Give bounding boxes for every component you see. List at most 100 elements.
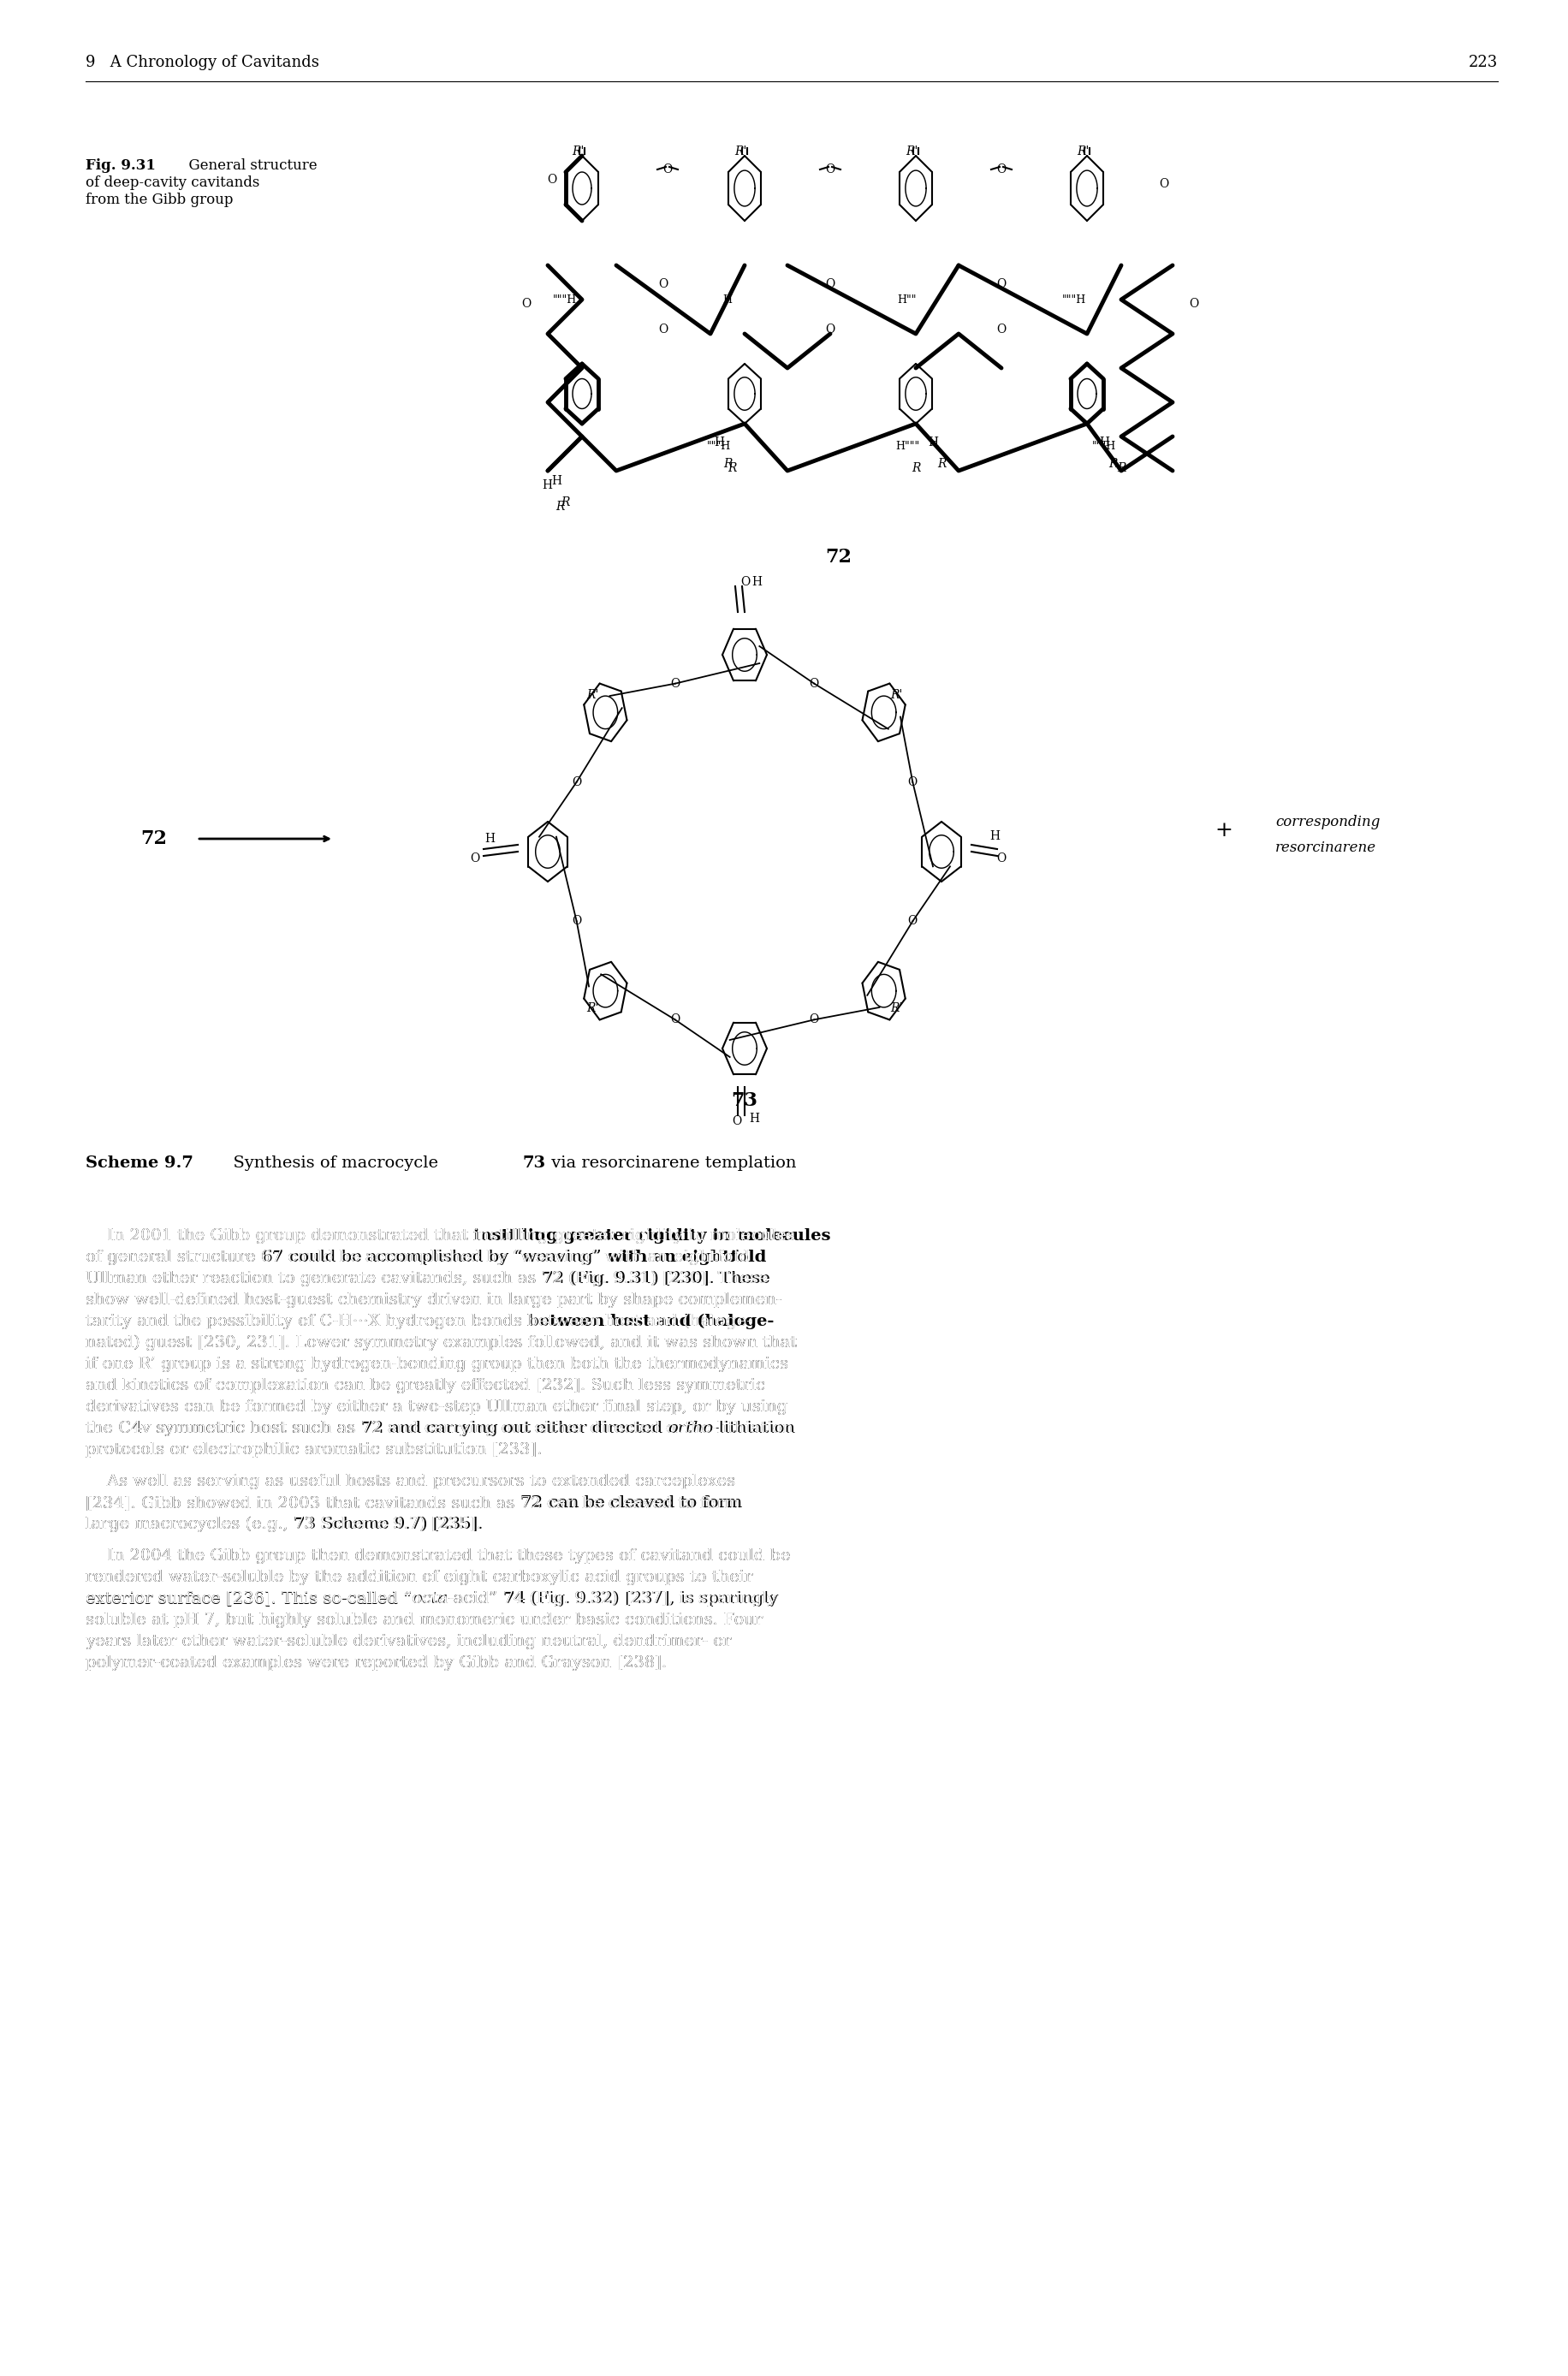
Text: from the Gibb group: from the Gibb group xyxy=(86,192,234,207)
Text: In 2001 the Gibb group demonstrated that instilling greater rigidity in molecule: In 2001 the Gibb group demonstrated that… xyxy=(86,1228,795,1243)
Text: soluble at pH 7, but highly soluble and monomeric under basic conditions. Four: soluble at pH 7, but highly soluble and … xyxy=(86,1613,762,1628)
Text: rendered water-soluble by the addition of eight carboxylic acid groups to their: rendered water-soluble by the addition o… xyxy=(86,1571,753,1585)
Text: O: O xyxy=(663,164,673,176)
Text: O: O xyxy=(997,323,1007,335)
Text: 72: 72 xyxy=(541,1271,564,1285)
Text: corresponding: corresponding xyxy=(1275,815,1380,829)
Text: O: O xyxy=(659,323,668,335)
Text: (Fig. 9.32) [237], is sparingly: (Fig. 9.32) [237], is sparingly xyxy=(525,1592,779,1606)
Text: H: H xyxy=(713,437,724,449)
Text: O: O xyxy=(740,575,750,587)
Text: H: H xyxy=(552,475,561,487)
Text: nated) guest [230, 231]. Lower symmetry examples followed, and it was shown that: nated) guest [230, 231]. Lower symmetry … xyxy=(86,1335,797,1352)
Text: O: O xyxy=(809,1015,818,1026)
Text: if one R’ group is a strong hydrogen-bonding group then both the thermodynamics: if one R’ group is a strong hydrogen-bon… xyxy=(86,1357,789,1371)
Text: H"": H"" xyxy=(897,295,917,304)
Text: nated) guest [230, 231]. Lower symmetry examples followed, and it was shown that: nated) guest [230, 231]. Lower symmetry … xyxy=(86,1335,797,1352)
Text: In 2004 the Gibb group then demonstrated that these types of cavitand could be: In 2004 the Gibb group then demonstrated… xyxy=(86,1549,790,1563)
Text: 9   A Chronology of Cavitands: 9 A Chronology of Cavitands xyxy=(86,55,320,71)
Text: 72: 72 xyxy=(141,829,168,848)
Text: R: R xyxy=(728,463,737,475)
Text: if one R’ group is a strong hydrogen-bonding group then both the thermodynamics: if one R’ group is a strong hydrogen-bon… xyxy=(86,1357,789,1371)
Text: O: O xyxy=(825,323,836,335)
Text: between host and (haloge-: between host and (haloge- xyxy=(527,1314,775,1331)
Text: resorcinarene: resorcinarene xyxy=(1275,841,1377,855)
Text: H: H xyxy=(1099,437,1109,449)
Text: R': R' xyxy=(586,689,599,701)
Text: protocols or electrophilic aromatic substitution [233].: protocols or electrophilic aromatic subs… xyxy=(86,1442,543,1456)
Text: Synthesis of macrocycle: Synthesis of macrocycle xyxy=(223,1155,444,1171)
Text: O: O xyxy=(522,297,532,309)
Text: octa: octa xyxy=(412,1592,448,1606)
Text: -lithiation: -lithiation xyxy=(713,1421,795,1435)
Text: polymer-coated examples were reported by Gibb and Grayson [238].: polymer-coated examples were reported by… xyxy=(86,1656,666,1670)
Text: exterior surface [236]. This so-called “: exterior surface [236]. This so-called “ xyxy=(86,1592,412,1606)
Text: O: O xyxy=(659,278,668,290)
Text: In 2001 the Gibb group demonstrated that: In 2001 the Gibb group demonstrated that xyxy=(86,1228,474,1243)
Text: H""": H""" xyxy=(895,442,919,451)
Text: R: R xyxy=(557,501,564,513)
Text: derivatives can be formed by either a two-step Ullman ether final step, or by us: derivatives can be formed by either a tw… xyxy=(86,1399,787,1414)
Text: Scheme 9.7) [235].: Scheme 9.7) [235]. xyxy=(317,1516,483,1533)
Text: and carrying out either directed: and carrying out either directed xyxy=(384,1421,668,1435)
Text: soluble at pH 7, but highly soluble and monomeric under basic conditions. Four: soluble at pH 7, but highly soluble and … xyxy=(86,1613,762,1628)
Text: large macrocycles (e.g., 73 Scheme 9.7) [235].: large macrocycles (e.g., 73 Scheme 9.7) … xyxy=(86,1516,481,1533)
Text: O: O xyxy=(732,1114,742,1126)
Text: 72: 72 xyxy=(361,1421,384,1435)
Text: R: R xyxy=(1116,463,1126,475)
Text: rendered water-soluble by the addition of eight carboxylic acid groups to their: rendered water-soluble by the addition o… xyxy=(86,1571,753,1585)
Text: polymer-coated examples were reported by Gibb and Grayson [238].: polymer-coated examples were reported by… xyxy=(86,1656,666,1670)
Text: and kinetics of complexation can be greatly effected [232]. Such less symmetric: and kinetics of complexation can be grea… xyxy=(86,1378,765,1392)
Text: O: O xyxy=(825,278,836,290)
Text: """H: """H xyxy=(1091,442,1116,451)
Text: years later other water-soluble derivatives, including neutral, dendrimer- or: years later other water-soluble derivati… xyxy=(86,1635,731,1649)
Text: R': R' xyxy=(1077,145,1088,157)
Text: could be accomplished by “weaving”: could be accomplished by “weaving” xyxy=(284,1250,607,1264)
Text: instilling greater rigidity in molecules: instilling greater rigidity in molecules xyxy=(474,1228,831,1243)
Text: symmetric host such as: symmetric host such as xyxy=(151,1421,361,1435)
Text: show well-defined host-guest chemistry driven in large part by shape complemen-: show well-defined host-guest chemistry d… xyxy=(86,1293,782,1307)
Text: O: O xyxy=(572,777,582,789)
Text: As well as serving as useful hosts and precursors to extended carceplexes: As well as serving as useful hosts and p… xyxy=(86,1473,735,1490)
Text: O: O xyxy=(547,173,557,185)
Text: -acid”: -acid” xyxy=(448,1592,503,1606)
Text: As well as serving as useful hosts and precursors to extended carceplexes: As well as serving as useful hosts and p… xyxy=(86,1473,735,1490)
Text: and kinetics of complexation can be greatly effected [232]. Such less symmetric: and kinetics of complexation can be grea… xyxy=(86,1378,765,1392)
Text: O: O xyxy=(825,164,836,176)
Text: 72: 72 xyxy=(521,1495,543,1511)
Text: """H: """H xyxy=(707,442,731,451)
Text: exterior surface [236]. This so-called “octa-acid” 74 (Fig. 9.32) [237], is spar: exterior surface [236]. This so-called “… xyxy=(86,1592,776,1606)
Text: 73: 73 xyxy=(293,1516,317,1533)
Text: ortho: ortho xyxy=(668,1421,713,1435)
Text: years later other water-soluble derivatives, including neutral, dendrimer- or: years later other water-soluble derivati… xyxy=(86,1635,731,1649)
Text: 67: 67 xyxy=(260,1250,284,1264)
Text: O: O xyxy=(1189,297,1200,309)
Text: R: R xyxy=(938,459,946,470)
Text: R': R' xyxy=(586,1003,599,1015)
Text: derivatives can be formed by either a two-step Ullman ether final step, or by us: derivatives can be formed by either a tw… xyxy=(86,1399,787,1414)
Text: H: H xyxy=(989,829,1000,841)
Text: years later other water-soluble derivatives, including neutral, dendrimer- or: years later other water-soluble derivati… xyxy=(86,1635,731,1649)
Text: H: H xyxy=(750,1112,759,1124)
Text: derivatives can be formed by either a two-step Ullman ether final step, or by us: derivatives can be formed by either a tw… xyxy=(86,1399,787,1414)
Text: with an eightfold: with an eightfold xyxy=(607,1250,767,1264)
Text: Scheme 9.7: Scheme 9.7 xyxy=(86,1155,193,1171)
Text: R: R xyxy=(1109,459,1116,470)
Text: O: O xyxy=(670,677,681,689)
Text: O: O xyxy=(997,278,1007,290)
Text: 74: 74 xyxy=(503,1592,525,1606)
Text: As well as serving as useful hosts and precursors to extended carceplexes: As well as serving as useful hosts and p… xyxy=(86,1473,735,1490)
Text: [234]. Gibb showed in 2003 that cavitands such as 72 can be cleaved to form: [234]. Gibb showed in 2003 that cavitand… xyxy=(86,1495,740,1511)
Text: 72: 72 xyxy=(825,549,851,565)
Text: and kinetics of complexation can be greatly effected [232]. Such less symmetric: and kinetics of complexation can be grea… xyxy=(86,1378,765,1392)
Text: 73: 73 xyxy=(522,1155,546,1171)
Text: 4v: 4v xyxy=(132,1421,151,1435)
Text: In 2001 the Gibb group demonstrated that: In 2001 the Gibb group demonstrated that xyxy=(86,1228,474,1243)
Text: In 2004 the Gibb group then demonstrated that these types of cavitand could be: In 2004 the Gibb group then demonstrated… xyxy=(86,1549,790,1563)
Text: H: H xyxy=(543,480,552,492)
Text: polymer-coated examples were reported by Gibb and Grayson [238].: polymer-coated examples were reported by… xyxy=(86,1656,666,1670)
Text: O: O xyxy=(908,777,917,789)
Text: exterior surface [236]. This so-called “octa-acid” 74 (Fig. 9.32) [237], is spar: exterior surface [236]. This so-called “… xyxy=(86,1592,776,1606)
Text: protocols or electrophilic aromatic substitution [233].: protocols or electrophilic aromatic subs… xyxy=(86,1442,543,1456)
Text: O: O xyxy=(997,164,1007,176)
